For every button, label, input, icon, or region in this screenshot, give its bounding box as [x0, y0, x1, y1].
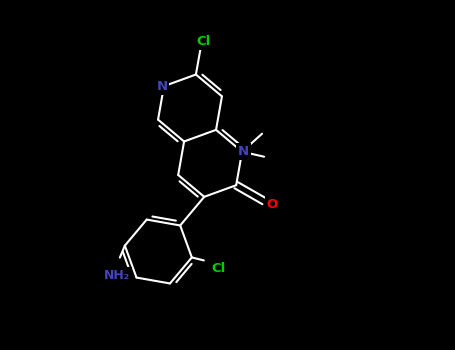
Text: Cl: Cl [197, 35, 211, 48]
Text: O: O [267, 198, 278, 211]
Text: N: N [238, 145, 248, 158]
Text: Cl: Cl [212, 262, 226, 275]
Text: NH₂: NH₂ [104, 269, 130, 282]
Text: N: N [157, 80, 167, 93]
